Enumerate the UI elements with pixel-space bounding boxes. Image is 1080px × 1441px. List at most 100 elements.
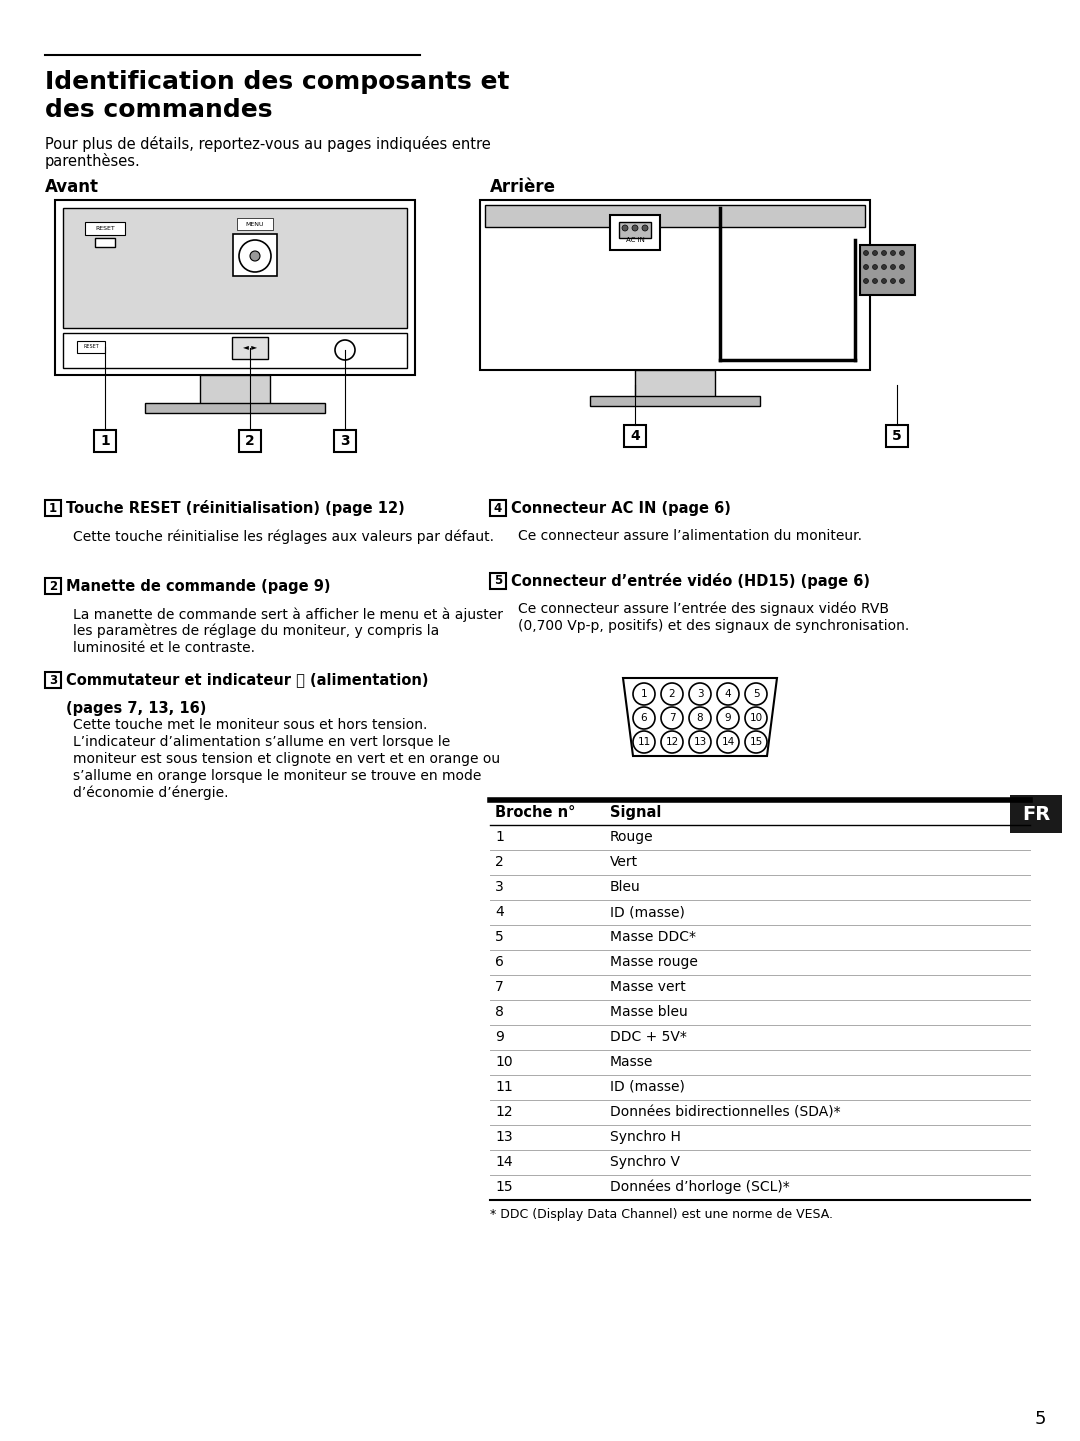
Bar	[590, 396, 760, 406]
Circle shape	[642, 225, 648, 231]
Text: 14: 14	[721, 736, 734, 746]
Text: La manette de commande sert à afficher le menu et à ajuster: La manette de commande sert à afficher l…	[73, 607, 503, 621]
Bar	[63, 333, 407, 367]
Circle shape	[717, 731, 739, 754]
Circle shape	[717, 708, 739, 729]
Bar	[55, 200, 415, 375]
Text: 1: 1	[49, 501, 57, 514]
Bar	[334, 429, 356, 452]
Text: ID (masse): ID (masse)	[610, 1079, 685, 1094]
Circle shape	[873, 278, 877, 284]
Circle shape	[745, 708, 767, 729]
Circle shape	[745, 683, 767, 705]
Text: Commutateur et indicateur ⏻ (alimentation): Commutateur et indicateur ⏻ (alimentatio…	[66, 673, 429, 687]
Circle shape	[864, 251, 868, 255]
Text: Connecteur AC IN (page 6): Connecteur AC IN (page 6)	[511, 500, 731, 516]
Text: (pages 7, 13, 16): (pages 7, 13, 16)	[66, 700, 206, 716]
Text: 7: 7	[669, 713, 675, 723]
Bar	[610, 215, 660, 249]
Text: 10: 10	[750, 713, 762, 723]
Bar	[94, 429, 116, 452]
Text: Manette de commande (page 9): Manette de commande (page 9)	[66, 578, 330, 594]
Text: FR: FR	[1022, 804, 1050, 823]
Text: Ce connecteur assure l’alimentation du moniteur.: Ce connecteur assure l’alimentation du m…	[518, 529, 862, 543]
Text: 15: 15	[750, 736, 762, 746]
Text: 11: 11	[495, 1079, 513, 1094]
Bar	[860, 245, 915, 295]
Text: 1: 1	[495, 830, 504, 844]
Text: 5: 5	[495, 929, 503, 944]
Text: 4: 4	[495, 905, 503, 919]
Bar	[63, 208, 407, 329]
Circle shape	[632, 225, 638, 231]
Text: 15: 15	[495, 1180, 513, 1195]
Circle shape	[891, 265, 895, 269]
Text: les paramètres de réglage du moniteur, y compris la: les paramètres de réglage du moniteur, y…	[73, 624, 440, 638]
Text: 2: 2	[245, 434, 255, 448]
Bar	[45, 672, 60, 687]
Text: Touche RESET (réinitialisation) (page 12): Touche RESET (réinitialisation) (page 12…	[66, 500, 405, 516]
Text: Identification des composants et: Identification des composants et	[45, 71, 510, 94]
Text: 2: 2	[669, 689, 675, 699]
Bar	[490, 574, 507, 589]
Text: 13: 13	[495, 1130, 513, 1144]
Bar	[237, 218, 273, 231]
Text: 1: 1	[640, 689, 647, 699]
Text: * DDC (Display Data Channel) est une norme de VESA.: * DDC (Display Data Channel) est une nor…	[490, 1208, 833, 1221]
Text: 2: 2	[495, 855, 503, 869]
Text: 4: 4	[725, 689, 731, 699]
Text: RESET: RESET	[83, 344, 99, 350]
Text: 1: 1	[100, 434, 110, 448]
Circle shape	[689, 683, 711, 705]
Circle shape	[249, 251, 260, 261]
Text: Masse rouge: Masse rouge	[610, 955, 698, 968]
Text: 9: 9	[495, 1030, 504, 1043]
Text: 2: 2	[49, 579, 57, 592]
Text: Ce connecteur assure l’entrée des signaux vidéo RVB: Ce connecteur assure l’entrée des signau…	[518, 602, 889, 617]
Bar	[490, 500, 507, 516]
Bar	[239, 429, 261, 452]
Circle shape	[717, 683, 739, 705]
Text: Connecteur d’entrée vidéo (HD15) (page 6): Connecteur d’entrée vidéo (HD15) (page 6…	[511, 574, 870, 589]
Text: parenthèses.: parenthèses.	[45, 153, 140, 169]
Text: Masse DDC*: Masse DDC*	[610, 929, 696, 944]
Text: Masse bleu: Masse bleu	[610, 1004, 688, 1019]
Text: Synchro V: Synchro V	[610, 1156, 680, 1169]
Text: ◄ ►: ◄ ►	[243, 343, 257, 353]
Circle shape	[873, 265, 877, 269]
Text: Bleu: Bleu	[610, 880, 640, 893]
Circle shape	[900, 278, 905, 284]
Text: Avant: Avant	[45, 179, 99, 196]
Circle shape	[881, 278, 887, 284]
Text: d’économie d’énergie.: d’économie d’énergie.	[73, 785, 229, 801]
Text: (0,700 Vp-p, positifs) et des signaux de synchronisation.: (0,700 Vp-p, positifs) et des signaux de…	[518, 620, 909, 633]
Bar	[77, 342, 105, 353]
Bar	[619, 222, 651, 238]
Bar	[1010, 795, 1062, 833]
Text: 7: 7	[495, 980, 503, 994]
Circle shape	[633, 708, 654, 729]
Text: 8: 8	[697, 713, 703, 723]
Text: 12: 12	[665, 736, 678, 746]
Text: Cette touche met le moniteur sous et hors tension.: Cette touche met le moniteur sous et hor…	[73, 718, 428, 732]
Text: 6: 6	[640, 713, 647, 723]
Bar	[85, 222, 125, 235]
Text: RESET: RESET	[95, 225, 114, 231]
Circle shape	[689, 731, 711, 754]
Text: Arrière: Arrière	[490, 179, 556, 196]
Text: 6: 6	[495, 955, 504, 968]
Circle shape	[900, 251, 905, 255]
Text: 4: 4	[630, 429, 639, 442]
Circle shape	[900, 265, 905, 269]
Text: L’indicateur d’alimentation s’allume en vert lorsque le: L’indicateur d’alimentation s’allume en …	[73, 735, 450, 749]
Bar	[480, 200, 870, 370]
Bar	[624, 425, 646, 447]
Bar	[45, 578, 60, 594]
Text: Pour plus de détails, reportez-vous au pages indiquées entre: Pour plus de détails, reportez-vous au p…	[45, 135, 490, 151]
Text: 5: 5	[892, 429, 902, 442]
Text: ID (masse): ID (masse)	[610, 905, 685, 919]
Text: 3: 3	[697, 689, 703, 699]
Circle shape	[873, 251, 877, 255]
Text: Synchro H: Synchro H	[610, 1130, 680, 1144]
Circle shape	[633, 731, 654, 754]
